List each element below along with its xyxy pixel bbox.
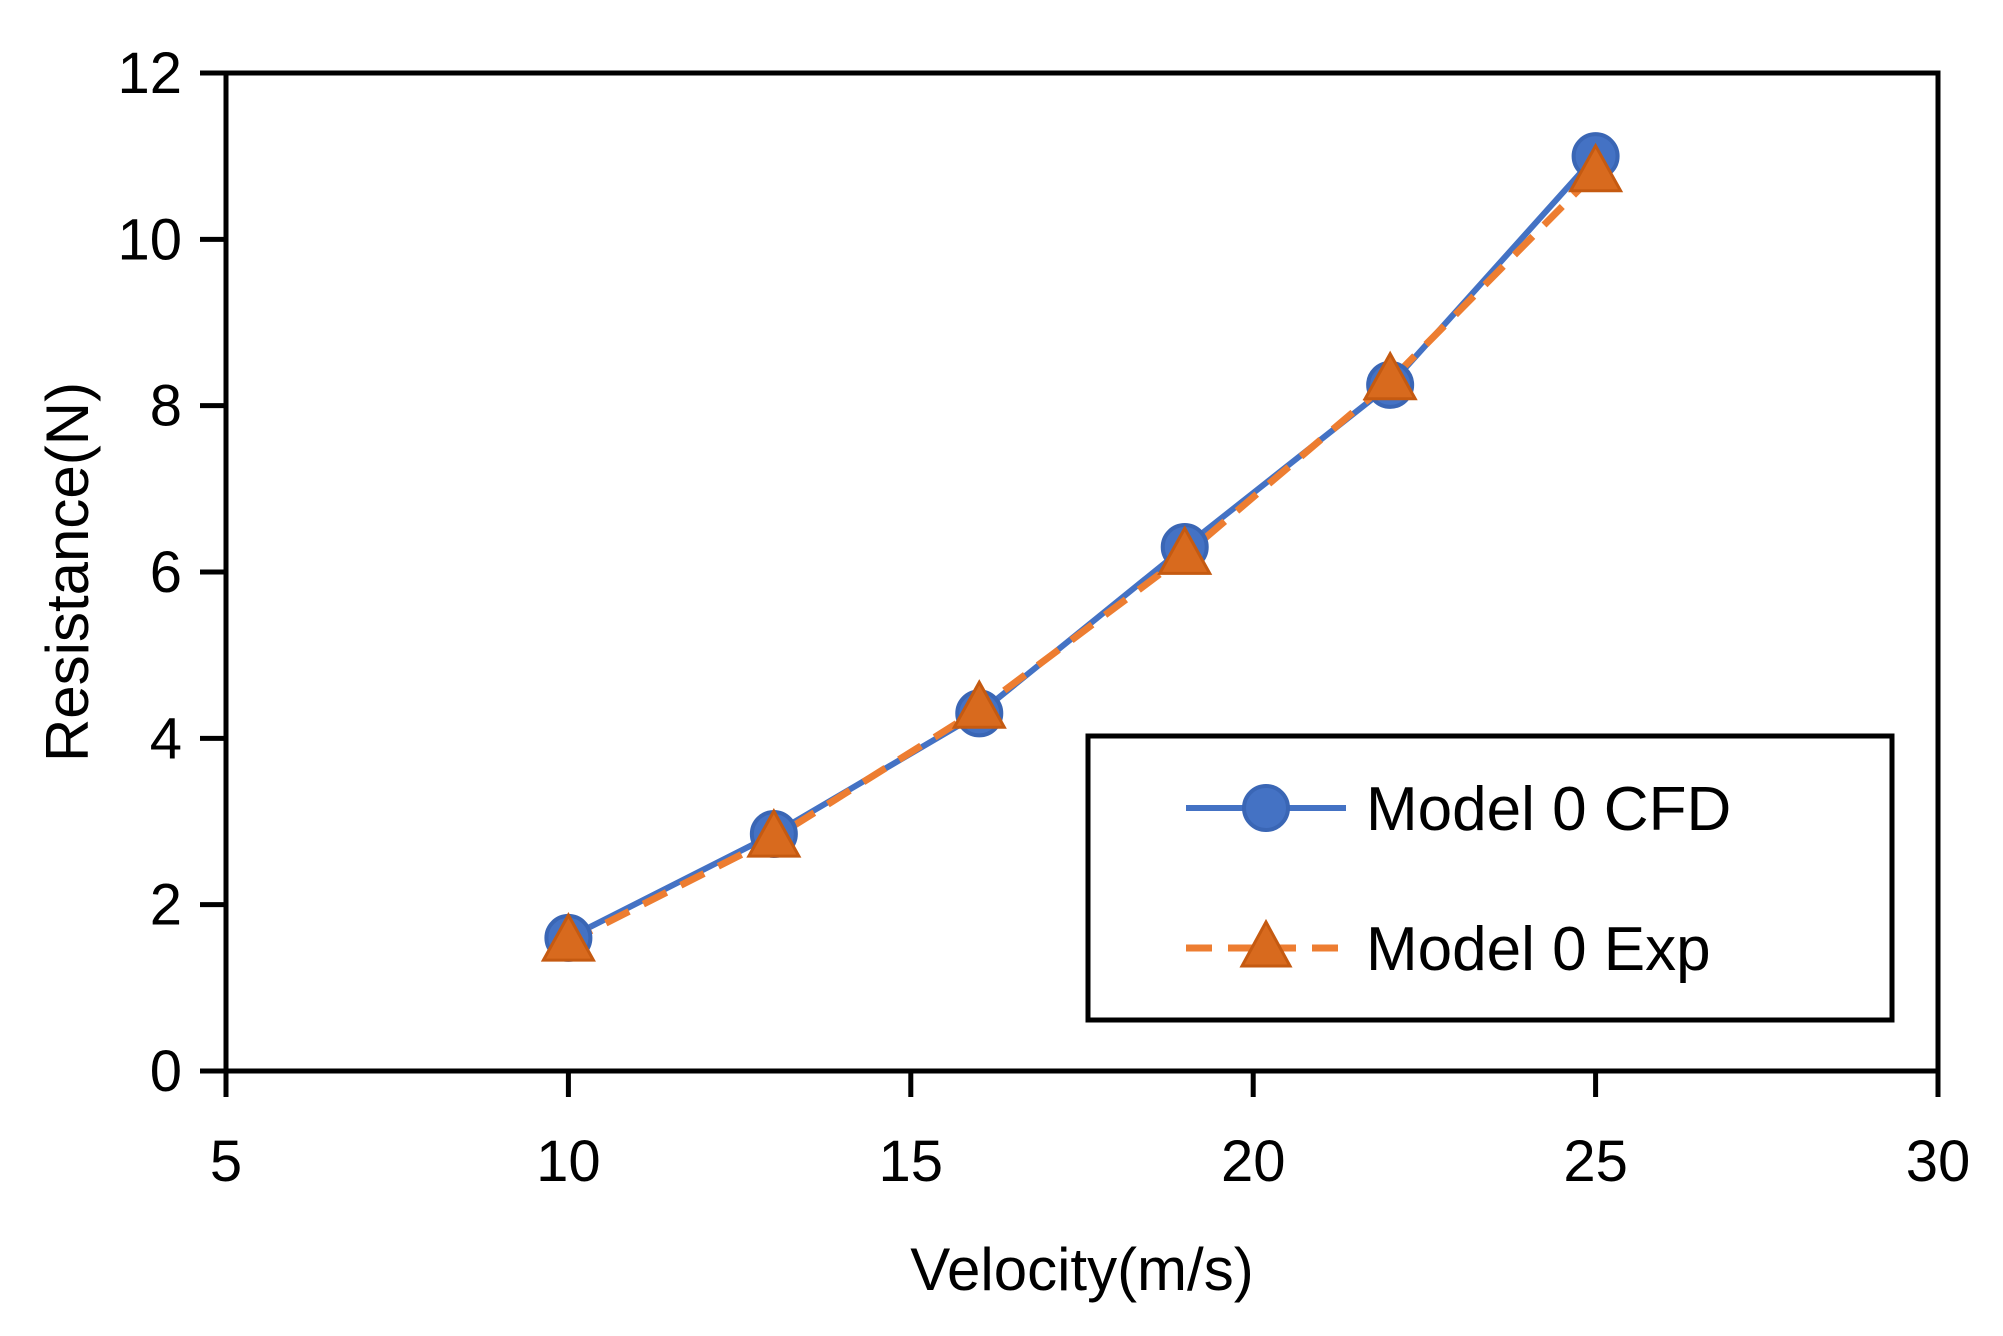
exp-point (1362, 350, 1418, 401)
x-axis-ticks: 5 10 15 20 25 30 (210, 1071, 1970, 1194)
x-tick-label: 30 (1906, 1129, 1971, 1194)
y-axis-title: Resistance(N) (34, 382, 101, 762)
y-tick-label: 4 (150, 706, 182, 771)
legend-cfd-marker (1242, 784, 1290, 832)
x-axis-title: Velocity(m/s) (910, 1236, 1253, 1303)
legend: Model 0 CFD Model 0 Exp (1085, 733, 1895, 1023)
y-tick-label: 0 (150, 1039, 182, 1104)
x-tick-label: 20 (1221, 1129, 1286, 1194)
legend-cfd-label: Model 0 CFD (1366, 775, 1731, 844)
y-tick-label: 2 (150, 873, 182, 938)
legend-exp-label: Model 0 Exp (1366, 915, 1711, 984)
y-tick-label: 6 (150, 540, 182, 605)
y-axis-ticks: 0 2 4 6 8 10 12 (117, 41, 226, 1104)
x-tick-label: 15 (879, 1129, 944, 1194)
exp-point (1157, 525, 1213, 575)
y-tick-label: 10 (117, 207, 182, 272)
series-layer (540, 132, 1624, 962)
series-line-exp (566, 170, 1599, 946)
y-tick-label: 12 (117, 41, 182, 106)
exp-point (951, 679, 1007, 729)
x-tick-label: 5 (210, 1129, 242, 1194)
legend-box (1085, 733, 1895, 1023)
x-tick-label: 10 (536, 1129, 601, 1194)
exp-point (1568, 142, 1624, 193)
y-tick-label: 8 (150, 374, 182, 439)
x-tick-label: 25 (1563, 1129, 1628, 1194)
exp-point (746, 808, 802, 858)
legend-exp-marker (1239, 918, 1293, 968)
exp-point (540, 912, 596, 962)
